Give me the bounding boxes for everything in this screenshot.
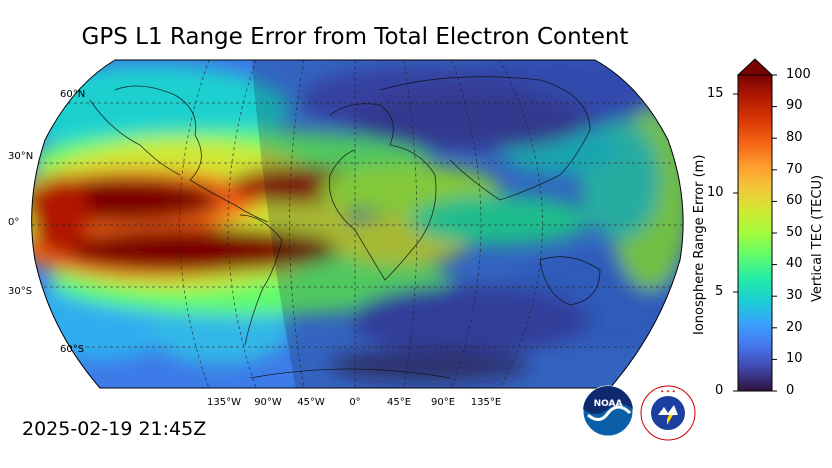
nws-logo: ✦ ✦ ✦ <box>640 385 696 445</box>
range-error-tick-10: 10 <box>707 185 724 200</box>
lon-label-135w: 135°W <box>207 397 241 408</box>
timestamp: 2025-02-19 21:45Z <box>22 418 207 440</box>
lon-label-90e: 90°E <box>430 397 456 408</box>
lon-label-90w: 90°W <box>254 397 282 408</box>
lon-label-45w: 45°W <box>297 397 325 408</box>
lat-label-60s: 60°S <box>60 344 85 355</box>
colorbar-tick-20: 20 <box>786 320 803 335</box>
colorbar-tick-50: 50 <box>786 225 803 240</box>
colorbar-tick-30: 30 <box>786 288 803 303</box>
tec-axis-title: Vertical TEC (TECU) <box>810 174 825 302</box>
colorbar-tick-80: 80 <box>786 130 803 145</box>
colorbar-tick-40: 40 <box>786 256 803 271</box>
tec-map-field <box>31 60 684 388</box>
colorbar-tick-100: 100 <box>786 67 811 82</box>
lat-label-30n: 30°N <box>8 151 34 162</box>
lat-label-60n: 60°N <box>60 89 86 100</box>
range-error-axis-title: Ionosphere Range Error (m) <box>692 154 707 335</box>
lon-label-135e: 135°E <box>470 397 502 408</box>
range-error-tick-5: 5 <box>715 284 724 299</box>
noaa-logo: NOAA <box>582 385 634 441</box>
colorbar-tick-10: 10 <box>786 351 803 366</box>
svg-text:✦ ✦ ✦: ✦ ✦ ✦ <box>660 389 676 395</box>
lon-label-45e: 45°E <box>386 397 412 408</box>
colorbar-tick-60: 60 <box>786 193 803 208</box>
colorbar-tick-90: 90 <box>786 98 803 113</box>
range-error-tick-15: 15 <box>707 86 724 101</box>
lon-label-0: 0° <box>349 397 361 408</box>
colorbar-extend-arrow <box>736 58 774 76</box>
lat-label-30s: 30°S <box>8 286 33 297</box>
colorbar-tick-70: 70 <box>786 162 803 177</box>
chart-title: GPS L1 Range Error from Total Electron C… <box>81 24 629 50</box>
noaa-logo-text: NOAA <box>594 399 623 409</box>
colorbar-gradient <box>737 74 773 392</box>
range-error-tick-0: 0 <box>715 383 724 398</box>
colorbar-tick-0: 0 <box>786 383 795 398</box>
colorbar <box>733 58 777 392</box>
lat-label-0: 0° <box>8 217 20 228</box>
